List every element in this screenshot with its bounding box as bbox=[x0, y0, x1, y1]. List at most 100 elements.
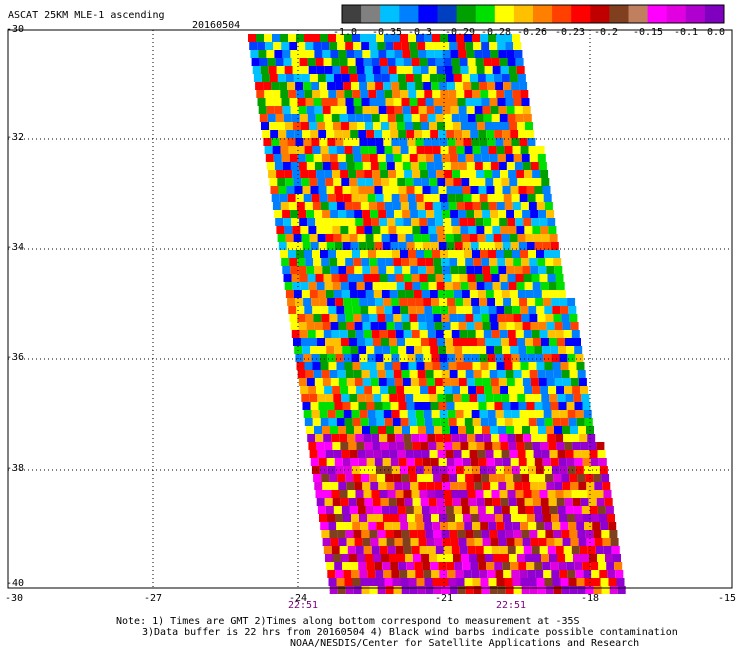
swath-pixel bbox=[424, 202, 433, 210]
swath-pixel bbox=[385, 530, 394, 538]
swath-pixel bbox=[389, 122, 397, 130]
swath-pixel bbox=[316, 386, 325, 394]
swath-pixel bbox=[397, 450, 406, 458]
swath-pixel bbox=[533, 338, 541, 346]
swath-pixel bbox=[512, 146, 521, 154]
swath-pixel bbox=[443, 114, 452, 122]
swath-pixel bbox=[415, 570, 424, 578]
swath-pixel bbox=[352, 578, 361, 586]
swath-pixel bbox=[482, 538, 491, 546]
swath-pixel bbox=[284, 66, 293, 74]
swath-pixel bbox=[492, 386, 501, 394]
swath-pixel bbox=[505, 586, 514, 594]
swath-pixel bbox=[605, 506, 614, 514]
swath-pixel bbox=[496, 34, 504, 42]
swath-pixel bbox=[521, 314, 530, 322]
swath-pixel bbox=[421, 178, 430, 186]
swath-pixel bbox=[356, 442, 365, 450]
swath-pixel bbox=[526, 242, 535, 250]
swath-pixel bbox=[517, 234, 526, 242]
swath-pixel bbox=[569, 586, 578, 594]
swath-pixel bbox=[355, 546, 364, 554]
swath-pixel bbox=[351, 194, 360, 202]
swath-pixel bbox=[546, 322, 555, 330]
swath-pixel bbox=[467, 490, 476, 498]
swath-pixel bbox=[504, 146, 513, 154]
swath-pixel bbox=[428, 226, 437, 234]
swath-pixel bbox=[482, 482, 491, 490]
swath-pixel bbox=[388, 498, 397, 506]
swath-pixel bbox=[547, 434, 556, 442]
swath-pixel bbox=[384, 418, 393, 426]
swath-pixel bbox=[553, 370, 562, 378]
swath-pixel bbox=[362, 266, 371, 274]
swath-pixel bbox=[352, 522, 361, 530]
swath-pixel bbox=[479, 138, 488, 146]
swath-pixel bbox=[327, 138, 336, 146]
swath-pixel bbox=[528, 418, 537, 426]
swath-pixel bbox=[249, 42, 258, 50]
swath-pixel bbox=[477, 74, 486, 82]
swath-pixel bbox=[427, 490, 436, 498]
swath-pixel bbox=[268, 66, 277, 74]
swath-pixel bbox=[424, 306, 433, 314]
swath-pixel bbox=[444, 386, 453, 394]
swath-pixel bbox=[385, 586, 394, 594]
swath-pixel bbox=[257, 42, 266, 50]
swath-pixel bbox=[524, 170, 533, 178]
swath-pixel bbox=[422, 186, 431, 194]
swath-pixel bbox=[366, 402, 375, 410]
swath-pixel bbox=[491, 490, 500, 498]
swath-pixel bbox=[281, 42, 290, 50]
colorbar-swatch bbox=[494, 5, 515, 23]
swath-pixel bbox=[318, 346, 327, 354]
swath-pixel bbox=[604, 498, 613, 506]
swath-pixel bbox=[413, 450, 422, 458]
swath-pixel bbox=[483, 58, 492, 66]
swath-pixel bbox=[558, 562, 567, 570]
swath-pixel bbox=[508, 442, 517, 450]
swath-pixel bbox=[334, 402, 343, 410]
swath-pixel bbox=[530, 210, 539, 218]
swath-pixel bbox=[383, 298, 392, 306]
swath-pixel bbox=[369, 154, 378, 162]
swath-pixel bbox=[486, 458, 495, 466]
swath-pixel bbox=[442, 378, 451, 386]
swath-pixel bbox=[401, 586, 410, 594]
swath-pixel bbox=[506, 482, 515, 490]
swath-pixel bbox=[525, 122, 533, 130]
swath-pixel bbox=[470, 242, 479, 250]
swath-pixel bbox=[582, 402, 591, 410]
swath-pixel bbox=[538, 322, 547, 330]
swath-pixel bbox=[352, 202, 361, 210]
swath-pixel bbox=[401, 474, 410, 482]
swath-pixel bbox=[345, 42, 354, 50]
swath-pixel bbox=[474, 322, 483, 330]
lat-tick-label: -30 bbox=[6, 24, 25, 35]
swath-pixel bbox=[535, 514, 543, 522]
swath-pixel bbox=[347, 330, 356, 338]
swath-pixel bbox=[323, 218, 332, 226]
swath-pixel bbox=[432, 418, 441, 426]
swath-pixel bbox=[280, 34, 288, 42]
swath-pixel bbox=[580, 386, 589, 394]
swath-pixel bbox=[311, 138, 320, 146]
swath-pixel bbox=[371, 274, 380, 282]
lat-tick-label: -38 bbox=[6, 463, 25, 474]
swath-pixel bbox=[469, 122, 477, 130]
swath-pixel bbox=[255, 82, 264, 90]
swath-pixel bbox=[400, 418, 409, 426]
swath-pixel bbox=[313, 258, 322, 266]
swath-pixel bbox=[351, 354, 360, 362]
swath-pixel bbox=[564, 442, 573, 450]
swath-pixel bbox=[469, 178, 478, 186]
swath-pixel bbox=[289, 258, 298, 266]
swath-pixel bbox=[351, 410, 360, 418]
swath-pixel bbox=[426, 50, 435, 58]
swath-pixel bbox=[519, 138, 528, 146]
swath-pixel bbox=[377, 370, 386, 378]
swath-pixel bbox=[290, 50, 299, 58]
swath-pixel bbox=[527, 298, 536, 306]
swath-pixel bbox=[405, 450, 414, 458]
swath-pixel bbox=[454, 402, 463, 410]
